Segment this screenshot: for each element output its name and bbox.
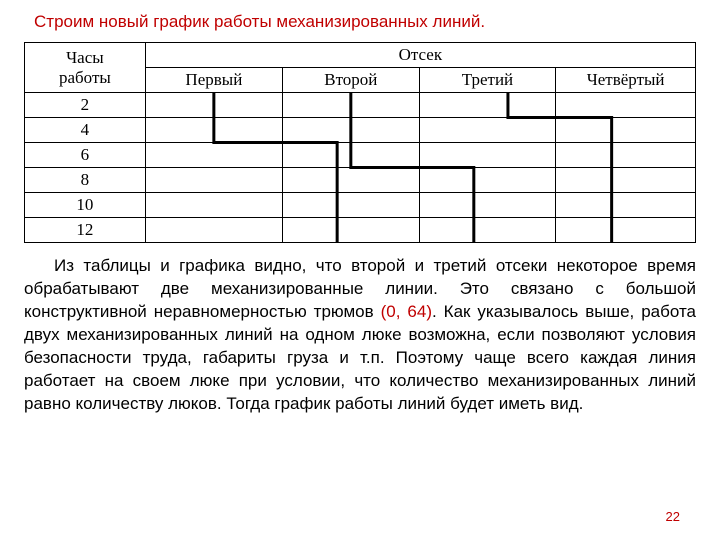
hour-cell: 10 [25,193,146,218]
hour-cell: 2 [25,93,146,118]
schedule-cell [145,118,282,143]
hour-cell: 4 [25,118,146,143]
schedule-cell [145,193,282,218]
hour-cell: 6 [25,143,146,168]
schedule-cell [556,168,696,193]
schedule-cell [282,118,419,143]
page-title: Строим новый график работы механизирован… [34,12,696,32]
schedule-cell [556,143,696,168]
column-header: Четвёртый [556,68,696,93]
hour-cell: 8 [25,168,146,193]
schedule-cell [419,193,556,218]
schedule-cell [419,93,556,118]
schedule-cell [282,168,419,193]
row-header: Часыработы [25,43,146,93]
schedule-cell [419,143,556,168]
column-header: Третий [419,68,556,93]
schedule-cell [282,193,419,218]
schedule-cell [556,93,696,118]
schedule-cell [145,93,282,118]
schedule-cell [145,168,282,193]
schedule-cell [556,193,696,218]
column-header: Второй [282,68,419,93]
schedule-cell [419,218,556,243]
column-header: Первый [145,68,282,93]
schedule-table-container: Часыработы Отсек ПервыйВторойТретийЧетвё… [24,42,696,243]
schedule-cell [145,143,282,168]
schedule-table: Часыработы Отсек ПервыйВторойТретийЧетвё… [24,42,696,243]
schedule-cell [419,168,556,193]
schedule-cell [282,93,419,118]
body-paragraph: Из таблицы и графика видно, что второй и… [24,255,696,416]
schedule-cell [556,118,696,143]
schedule-cell [145,218,282,243]
schedule-cell [282,143,419,168]
schedule-cell [556,218,696,243]
schedule-cell [419,118,556,143]
hour-cell: 12 [25,218,146,243]
schedule-cell [282,218,419,243]
page-number: 22 [666,509,680,524]
col-group-header: Отсек [145,43,695,68]
